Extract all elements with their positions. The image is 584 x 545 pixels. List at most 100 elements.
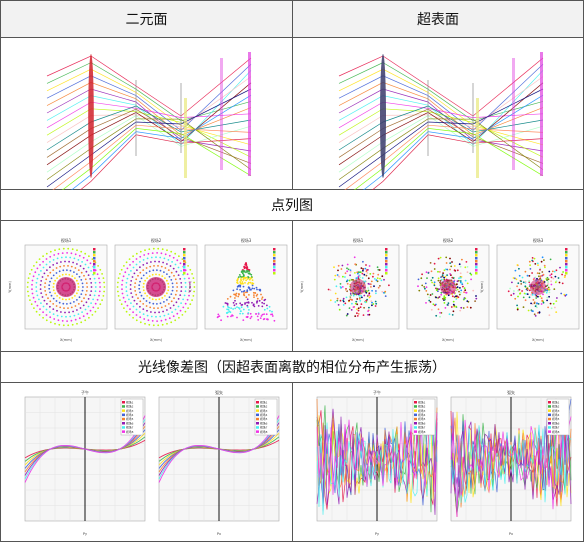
spot-point	[441, 275, 444, 278]
spot-legend-swatch	[565, 254, 568, 257]
spot-point	[170, 300, 173, 303]
spot-point	[446, 304, 449, 306]
spot-point	[40, 292, 43, 294]
spot-point	[329, 299, 332, 302]
spot-point	[233, 304, 236, 307]
spot-point	[101, 299, 103, 301]
spot-point	[124, 300, 127, 303]
spot-point	[363, 294, 366, 297]
spot-point	[354, 263, 357, 266]
ray-series	[158, 415, 280, 483]
spot-point	[534, 263, 537, 265]
spot-point	[257, 305, 260, 307]
spot-point	[346, 282, 349, 285]
spot-point	[239, 288, 242, 291]
spot-point	[73, 257, 76, 260]
spot-point	[345, 296, 348, 299]
spot-point	[464, 266, 467, 269]
spot-point	[90, 302, 92, 304]
spot-point	[161, 297, 164, 299]
spot-point	[156, 320, 159, 322]
spot-point	[370, 300, 373, 302]
spot-point	[128, 298, 130, 301]
spot-point	[545, 291, 548, 294]
spot-point	[554, 275, 557, 278]
spot-point	[452, 276, 455, 279]
spot-point	[139, 321, 142, 324]
spot-point	[373, 278, 376, 280]
spot-point	[537, 295, 539, 298]
spot-legend-swatch	[475, 248, 478, 251]
ray-trace-layout-binary	[46, 52, 252, 217]
spot-point	[146, 277, 149, 279]
spot-point	[248, 294, 250, 296]
spot-point	[139, 291, 141, 294]
spot-point	[344, 272, 347, 275]
spot-point	[180, 286, 183, 288]
ray-legend-label: 视场8	[260, 430, 268, 434]
spot-point	[164, 267, 167, 269]
spot-point	[126, 267, 129, 270]
spot-panel-ylabel: Y(mm)	[188, 281, 192, 293]
ray-trace-layout-metasurface	[338, 52, 544, 217]
spot-point	[376, 266, 379, 269]
spot-point	[362, 269, 364, 272]
spot-panel: 视场2 X(mm)	[406, 237, 490, 342]
spot-point	[186, 298, 189, 301]
spot-point	[554, 306, 556, 309]
spot-point	[70, 306, 73, 309]
spot-point	[539, 275, 542, 278]
spot-point	[462, 285, 464, 288]
ray-legend-label: 视场4	[552, 413, 560, 417]
spot-point	[341, 264, 344, 267]
spot-point	[327, 288, 330, 291]
spot-point	[557, 277, 560, 279]
spot-point	[260, 293, 262, 296]
spot-point	[45, 263, 48, 266]
spot-point	[371, 289, 373, 292]
spot-point	[77, 303, 80, 305]
spot-point	[266, 318, 268, 321]
spot-point	[193, 290, 196, 293]
spot-point	[261, 301, 264, 304]
spot-point	[442, 297, 444, 300]
spot-point	[425, 302, 427, 304]
spot-point	[36, 294, 39, 297]
spot-point	[183, 294, 186, 297]
spot-point	[452, 300, 455, 303]
spot-point	[439, 315, 441, 318]
spot-point	[180, 302, 183, 304]
spot-point	[360, 295, 362, 297]
spot-point	[62, 302, 65, 305]
spot-point	[154, 311, 156, 314]
spot-point	[216, 316, 219, 319]
spot-point	[80, 300, 83, 303]
spot-point	[168, 296, 171, 299]
spot-point	[469, 306, 472, 309]
spot-point	[45, 278, 48, 281]
spot-point	[53, 318, 56, 320]
ray-legend-swatch	[414, 426, 417, 429]
spot-legend-swatch	[183, 257, 186, 260]
spot-point	[155, 273, 157, 276]
spot-point	[370, 283, 372, 286]
spot-point	[42, 316, 44, 319]
spot-point	[52, 313, 55, 315]
spot-point	[256, 297, 259, 300]
spot-point	[175, 301, 178, 304]
ray-legend-swatch	[548, 422, 551, 425]
spot-point	[440, 312, 443, 314]
spot-point	[90, 286, 93, 288]
spot-point	[62, 324, 65, 327]
spot-point	[368, 306, 370, 309]
spot-point	[156, 269, 158, 271]
spot-point	[99, 268, 102, 271]
spot-panel-title: 视场1	[61, 237, 72, 243]
spot-point	[236, 288, 239, 291]
spot-point	[70, 265, 73, 268]
section-ray-aberration: 光线像差图（因超表面离散的相位分布产生振荡）	[0, 352, 584, 383]
spot-point	[145, 267, 148, 269]
spot-point	[445, 256, 448, 259]
spot-point	[67, 247, 70, 250]
spot-core	[440, 279, 456, 295]
